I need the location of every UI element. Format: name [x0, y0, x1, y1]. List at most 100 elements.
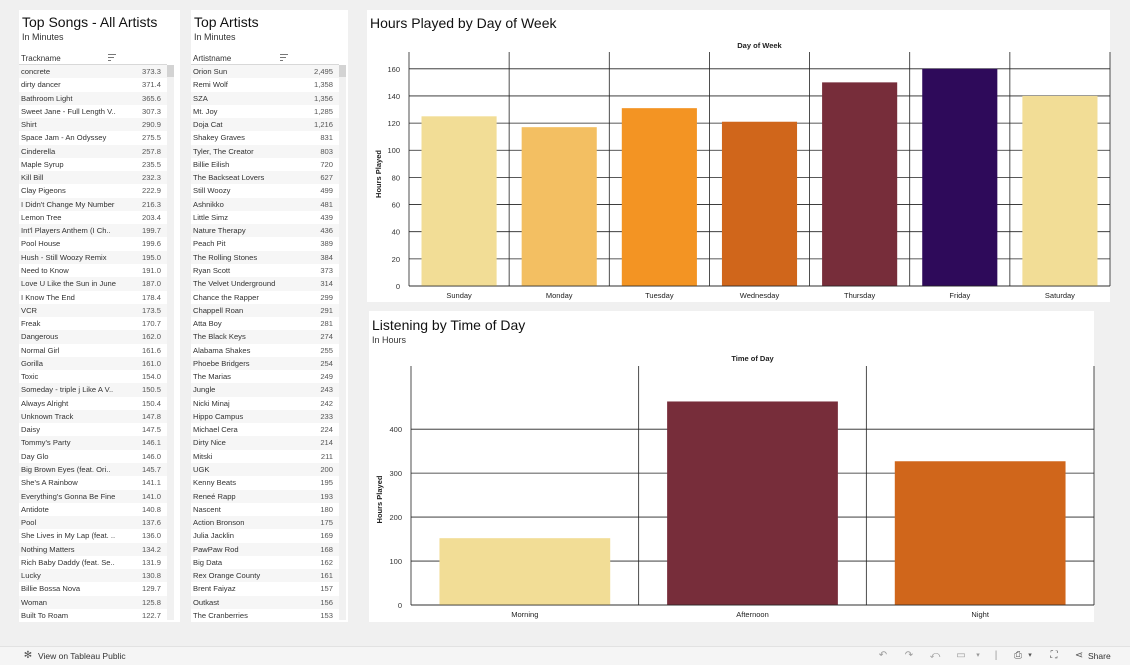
table-row[interactable]: Someday - triple j Like A V.. 150.5: [19, 383, 167, 397]
bar-thursday[interactable]: [822, 82, 898, 286]
time-of-day-chart[interactable]: Time of Day 0 100 200 300 400 Morning Afternoon…: [369, 311, 1095, 622]
table-row[interactable]: Dangerous 162.0: [19, 330, 167, 344]
table-row[interactable]: Normal Girl 161.6: [19, 344, 167, 357]
table-row[interactable]: Doja Cat 1,216: [191, 118, 339, 132]
table-row[interactable]: Little Simz 439: [191, 211, 339, 224]
table-row[interactable]: Woman 125.8: [19, 595, 167, 609]
table-row[interactable]: Built To Roam 122.7: [19, 609, 167, 622]
table-row[interactable]: Shakey Graves 831: [191, 131, 339, 144]
table-row[interactable]: Jungle 243: [191, 383, 339, 397]
table-row[interactable]: Michael Cera 224: [191, 423, 339, 436]
table-row[interactable]: Toxic 154.0: [19, 370, 167, 383]
table-row[interactable]: Unknown Track 147.8: [19, 409, 167, 424]
redo-icon[interactable]: ↷: [904, 650, 914, 661]
table-row[interactable]: The Black Keys 274: [191, 330, 339, 344]
bar-monday[interactable]: [521, 127, 597, 286]
table-row[interactable]: Nascent 180: [191, 503, 339, 516]
table-row[interactable]: Phoebe Bridgers 254: [191, 356, 339, 371]
sort-icon[interactable]: [108, 54, 116, 61]
bar-tuesday[interactable]: [621, 108, 697, 286]
table-row[interactable]: Love U Like the Sun in June 187.0: [19, 277, 167, 291]
table-row[interactable]: Billie Bossa Nova 129.7: [19, 582, 167, 595]
bar-chart-svg[interactable]: Time of Day 0 100 200 300 400 Morning Afternoon…: [369, 311, 1095, 622]
table-row[interactable]: Reneé Rapp 193: [191, 489, 339, 503]
table-row[interactable]: Billie Eilish 720: [191, 158, 339, 171]
table-row[interactable]: Pool 137.6: [19, 516, 167, 530]
table-row[interactable]: The Rolling Stones 384: [191, 250, 339, 264]
table-row[interactable]: The Cranberries 153: [191, 609, 339, 622]
table-row[interactable]: I Didn't Change My Number 216.3: [19, 197, 167, 211]
download-icon[interactable]: ⎙: [1014, 650, 1022, 661]
table-row[interactable]: Gorilla 161.0: [19, 356, 167, 371]
table-row[interactable]: Chappell Roan 291: [191, 303, 339, 318]
bar-chart-svg[interactable]: Day of Week 0 20 40 60 80 100 120 140 160 Sunday Mo…: [367, 10, 1111, 302]
table-row[interactable]: Dirty Nice 214: [191, 436, 339, 450]
artists-scrollbar[interactable]: [339, 65, 346, 620]
table-row[interactable]: Lemon Tree 203.4: [19, 211, 167, 224]
share-icon[interactable]: ⋖: [1074, 650, 1084, 661]
bar-morning[interactable]: [439, 538, 611, 605]
table-row[interactable]: Everything's Gonna Be Fine 141.0: [19, 489, 167, 503]
table-row[interactable]: Chance the Rapper 299: [191, 291, 339, 304]
table-row[interactable]: Hush - Still Woozy Remix 195.0: [19, 250, 167, 264]
share-button[interactable]: Share: [1088, 651, 1111, 661]
table-row[interactable]: dirty dancer 371.4: [19, 78, 167, 91]
table-row[interactable]: Rex Orange County 161: [191, 569, 339, 583]
songs-table-header[interactable]: Trackname: [19, 51, 167, 65]
table-row[interactable]: Always Alright 150.4: [19, 397, 167, 410]
table-row[interactable]: VCR 173.5: [19, 303, 167, 318]
table-row[interactable]: Clay Pigeons 222.9: [19, 184, 167, 197]
table-row[interactable]: Day Glo 146.0: [19, 450, 167, 463]
artists-scrollbar-thumb[interactable]: [339, 65, 346, 77]
revert-icon[interactable]: ⤺: [929, 650, 941, 661]
table-row[interactable]: Outkast 156: [191, 595, 339, 609]
bar-saturday[interactable]: [1022, 95, 1098, 286]
songs-scrollbar-thumb[interactable]: [167, 65, 174, 77]
table-row[interactable]: Int'l Players Anthem (I Ch.. 199.7: [19, 224, 167, 238]
table-row[interactable]: PawPaw Rod 168: [191, 542, 339, 556]
table-row[interactable]: Freak 170.7: [19, 317, 167, 330]
bar-friday[interactable]: [922, 68, 998, 287]
table-row[interactable]: She Lives in My Lap (feat. .. 136.0: [19, 529, 167, 542]
table-row[interactable]: Alabama Shakes 255: [191, 344, 339, 357]
table-row[interactable]: Nothing Matters 134.2: [19, 542, 167, 556]
table-row[interactable]: Tyler, The Creator 803: [191, 144, 339, 158]
bar-wednesday[interactable]: [721, 121, 798, 286]
table-row[interactable]: concrete 373.3: [19, 65, 167, 79]
dropdown-icon[interactable]: ▾: [976, 652, 980, 659]
table-row[interactable]: She's A Rainbow 141.1: [19, 476, 167, 489]
table-row[interactable]: UGK 200: [191, 462, 339, 477]
table-row[interactable]: Antidote 140.8: [19, 503, 167, 516]
table-row[interactable]: Still Woozy 499: [191, 184, 339, 197]
table-row[interactable]: Brent Faiyaz 157: [191, 582, 339, 595]
table-row[interactable]: Nicki Minaj 242: [191, 397, 339, 410]
undo-icon[interactable]: ↶: [878, 650, 888, 661]
table-row[interactable]: The Velvet Underground 314: [191, 277, 339, 291]
table-row[interactable]: Sweet Jane - Full Length V.. 307.3: [19, 105, 167, 118]
table-row[interactable]: Tommy's Party 146.1: [19, 436, 167, 450]
table-row[interactable]: SZA 1,356: [191, 91, 339, 105]
table-row[interactable]: Need to Know 191.0: [19, 264, 167, 277]
table-row[interactable]: Kill Bill 232.3: [19, 171, 167, 185]
trackname-column-header[interactable]: Trackname: [21, 54, 61, 63]
table-row[interactable]: Hippo Campus 233: [191, 409, 339, 424]
table-row[interactable]: Maple Syrup 235.5: [19, 158, 167, 171]
bar-night[interactable]: [894, 461, 1066, 605]
table-row[interactable]: Nature Therapy 436: [191, 224, 339, 238]
songs-scrollbar[interactable]: [167, 65, 174, 620]
bar-sunday[interactable]: [421, 116, 497, 286]
artistname-column-header[interactable]: Artistname: [193, 54, 232, 63]
table-row[interactable]: Ashnikko 481: [191, 197, 339, 211]
table-row[interactable]: Rich Baby Daddy (feat. Se.. 131.9: [19, 556, 167, 569]
artists-table-header[interactable]: Artistname: [191, 51, 339, 65]
table-row[interactable]: Julia Jacklin 169: [191, 529, 339, 542]
day-of-week-chart[interactable]: Day of Week 0 20 40 60 80 100 120 140 160 Sunday Mo…: [367, 10, 1111, 302]
table-row[interactable]: I Know The End 178.4: [19, 291, 167, 304]
table-row[interactable]: Remi Wolf 1,358: [191, 78, 339, 91]
sort-icon[interactable]: [280, 54, 288, 61]
table-row[interactable]: Ryan Scott 373: [191, 264, 339, 277]
table-row[interactable]: Daisy 147.5: [19, 423, 167, 436]
table-row[interactable]: Lucky 130.8: [19, 569, 167, 583]
table-row[interactable]: Big Data 162: [191, 556, 339, 569]
table-row[interactable]: Pool House 199.6: [19, 237, 167, 250]
